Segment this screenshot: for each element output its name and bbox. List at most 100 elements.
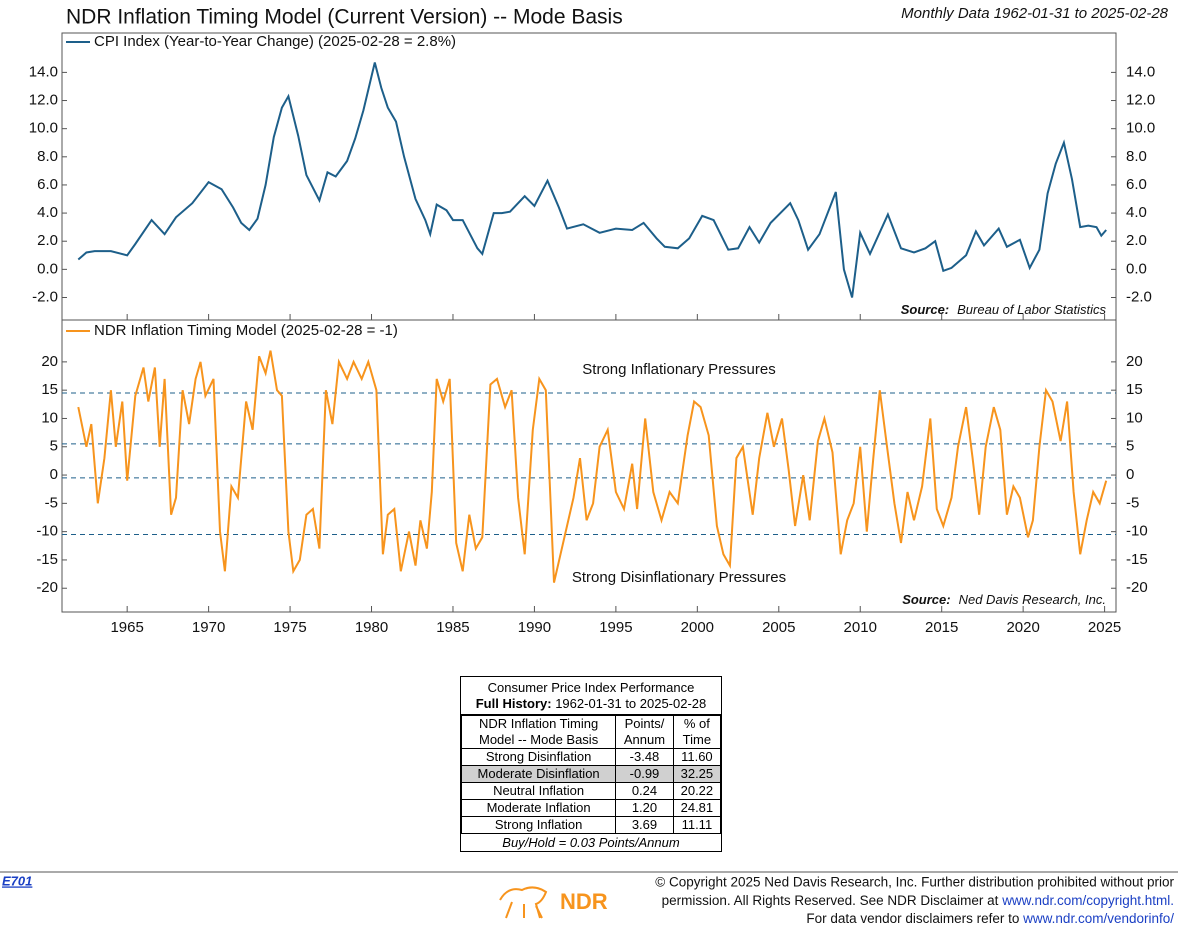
history: 1962-01-31 to 2025-02-28	[555, 696, 707, 711]
column-header-line: Model -- Mode Basis	[478, 732, 599, 747]
y-tick-label: 10.0	[1126, 120, 1155, 137]
y-tick-label: 15	[41, 381, 58, 398]
y-tick-label: 10	[1126, 409, 1143, 426]
table-head-row: NDR Inflation Timing Model -- Mode Basis P…	[460, 715, 722, 749]
table-cell: Strong Inflation	[460, 816, 617, 834]
y-tick-label: 6.0	[37, 176, 58, 193]
column-header-line: Points/	[624, 716, 665, 731]
y-tick-label: 14.0	[29, 63, 58, 80]
table-row: Moderate Inflation 1.20 24.81	[460, 799, 722, 817]
performance-table: Consumer Price Index Performance Full Hi…	[460, 676, 722, 852]
column-header-line: NDR Inflation Timing	[478, 716, 599, 731]
table-cell: Neutral Inflation	[460, 782, 617, 800]
copyright: For data vendor disclaimers refer to	[806, 911, 1023, 926]
y-tick-label: 12.0	[29, 91, 58, 108]
logo	[499, 886, 548, 919]
y-tick-label: 4.0	[1126, 204, 1147, 221]
table-cell: Moderate Disinflation	[460, 765, 617, 783]
y-tick-label: -2.0	[32, 288, 58, 305]
y-tick-label: -20	[36, 579, 58, 596]
y-tick-label: -15	[36, 551, 58, 568]
x-tick-label: 2005	[762, 619, 795, 636]
copyright: permission. All Rights Reserved. See NDR…	[662, 893, 1003, 908]
table-cell: -0.99	[615, 765, 674, 783]
y-tick-label: 0	[50, 466, 58, 483]
y-tick-label: 15	[1126, 381, 1143, 398]
x-tick-label: 1965	[110, 619, 143, 636]
x-tick-label: 2000	[681, 619, 714, 636]
table-cell: 20.22	[672, 782, 722, 800]
table-cell: 11.11	[672, 816, 722, 834]
y-tick-label: -10	[36, 523, 58, 540]
column-header: Points/Annum	[615, 715, 674, 749]
x-tick-label: 1975	[273, 619, 306, 636]
series-line	[77, 62, 1107, 298]
y-tick-label: 0.0	[37, 260, 58, 277]
y-tick-label: -15	[1126, 551, 1148, 568]
y-tick-label: 0.0	[1126, 260, 1147, 277]
chart-subtitle: Monthly Data 1962-01-31 to 2025-02-28	[901, 5, 1169, 22]
source: Source: Bureau of Labor Statistics	[901, 302, 1107, 317]
source-value: Bureau of Labor Statistics	[957, 302, 1106, 317]
y-tick-label: 8.0	[1126, 148, 1147, 165]
y-tick-label: 20	[1126, 353, 1143, 370]
x-tick-label: 1995	[599, 619, 632, 636]
table-cell: 3.69	[615, 816, 674, 834]
table-row: Strong Inflation 3.69 11.11	[460, 816, 722, 834]
y-tick-label: 20	[41, 353, 58, 370]
y-tick-label: 10	[41, 409, 58, 426]
column-header-line: Annum	[623, 732, 666, 747]
table-cell: 1.20	[615, 799, 674, 817]
y-tick-label: 12.0	[1126, 91, 1155, 108]
y-tick-label: 6.0	[1126, 176, 1147, 193]
table-cell: Moderate Inflation	[460, 799, 617, 817]
table-cell: 24.81	[672, 799, 722, 817]
link[interactable]: www.ndr.com/vendorinfo/	[1022, 911, 1174, 926]
table-title: Consumer Price Index Performance	[487, 680, 695, 695]
table-row: Neutral Inflation 0.24 20.22	[460, 782, 722, 800]
x-tick-label: 2015	[925, 619, 958, 636]
legend-label: CPI Index (Year-to-Year Change) (2025-02…	[94, 33, 456, 50]
series-line	[77, 350, 1108, 583]
y-tick-label: -5	[45, 494, 58, 511]
table-row: Strong Disinflation -3.48 11.60	[460, 748, 722, 766]
x-tick-label: 1985	[436, 619, 469, 636]
x-tick-label: 1990	[518, 619, 551, 636]
y-tick-label: 14.0	[1126, 63, 1155, 80]
annotation: Strong Inflationary Pressures	[582, 361, 775, 378]
y-tick-label: 2.0	[37, 232, 58, 249]
copyright: permission. All Rights Reserved. See NDR…	[662, 893, 1174, 908]
y-tick-label: 8.0	[37, 148, 58, 165]
column-header-line: % of	[683, 716, 710, 731]
column-header: NDR Inflation Timing Model -- Mode Basis	[460, 715, 617, 749]
legend-label: NDR Inflation Timing Model (2025-02-28 =…	[94, 322, 398, 339]
y-tick-label: -5	[1126, 494, 1139, 511]
y-tick-label: 2.0	[1126, 232, 1147, 249]
annotation: Strong Disinflationary Pressures	[572, 569, 786, 586]
copyright: For data vendor disclaimers refer to www…	[806, 911, 1174, 926]
logo-bull	[499, 886, 548, 919]
source-label: Source:	[902, 592, 950, 607]
panel-frame	[61, 32, 1117, 321]
link[interactable]: www.ndr.com/copyright.html.	[1001, 893, 1174, 908]
source-label: Source:	[901, 302, 949, 317]
x-tick-label: 2010	[844, 619, 877, 636]
table-cell: 0.24	[615, 782, 674, 800]
panel-frame	[61, 319, 1117, 613]
copyright: © Copyright 2025 Ned Davis Research, Inc…	[655, 875, 1174, 890]
y-tick-label: -2.0	[1126, 288, 1152, 305]
y-tick-label: 5	[1126, 438, 1134, 455]
x-tick-label: 2020	[1006, 619, 1039, 636]
y-tick-label: 0	[1126, 466, 1134, 483]
table-cell: Strong Disinflation	[460, 748, 617, 766]
x-tick-label: 1970	[192, 619, 225, 636]
table: NDR Inflation Timing Model -- Mode Basis P…	[460, 715, 722, 834]
history-label: Full History:	[475, 696, 552, 711]
table-cell: -3.48	[615, 748, 674, 766]
column-header: % of Time	[672, 715, 722, 749]
source: Source: Ned Davis Research, Inc.	[902, 592, 1106, 607]
y-tick-label: -10	[1126, 523, 1148, 540]
chart-code: E701	[2, 873, 32, 888]
